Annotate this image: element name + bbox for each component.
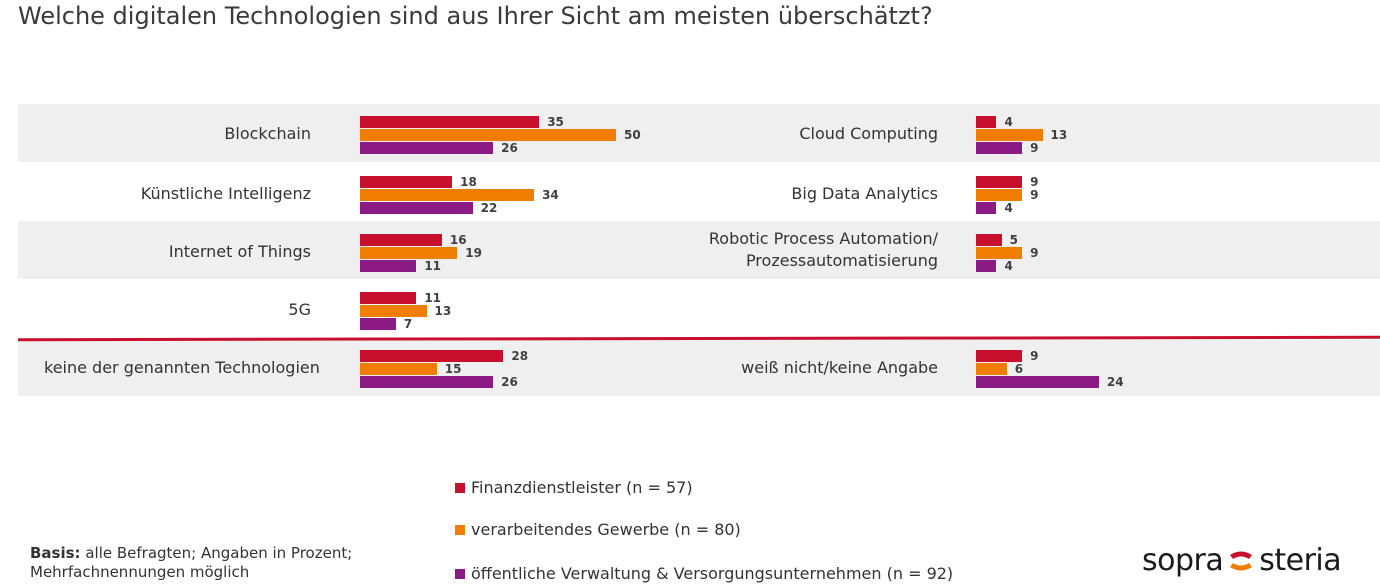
legend-item-oeffentlich: öffentliche Verwaltung & Versorgungsunte… bbox=[455, 564, 953, 583]
band-row-1 bbox=[18, 104, 1380, 162]
bar-blockchain-gewerbe bbox=[360, 129, 616, 141]
value-label-robotic-process-automation-prozessautomatisierung-gewerbe: 9 bbox=[1030, 246, 1039, 260]
bar-wei-nicht-keine-angabe-gewerbe bbox=[976, 363, 1007, 375]
value-label-cloud-computing-gewerbe: 13 bbox=[1050, 128, 1068, 142]
bar-robotic-process-automation-prozessautomatisierung-finanz bbox=[976, 234, 1002, 246]
band-row-5 bbox=[18, 340, 1380, 396]
category-label-5g: 5G bbox=[288, 300, 311, 319]
value-label-internet-of-things-oeffentlich: 11 bbox=[424, 259, 442, 273]
logo-text-left: sopra bbox=[1142, 543, 1224, 578]
value-label-blockchain-finanz: 35 bbox=[547, 115, 564, 129]
value-label-cloud-computing-oeffentlich: 9 bbox=[1030, 141, 1039, 155]
basis-note: Basis: alle Befragten; Angaben in Prozen… bbox=[30, 544, 352, 582]
bar-kunstliche-intelligenz-finanz bbox=[360, 176, 453, 188]
legend-swatch-gewerbe bbox=[455, 524, 465, 535]
category-label-cloud-computing: Cloud Computing bbox=[799, 124, 938, 143]
bar-internet-of-things-gewerbe bbox=[360, 247, 458, 259]
bar-cloud-computing-finanz bbox=[976, 116, 997, 128]
bar-kunstliche-intelligenz-oeffentlich bbox=[360, 202, 473, 214]
legend-label-gewerbe: verarbeitendes Gewerbe (n = 80) bbox=[471, 520, 741, 539]
bar-blockchain-finanz bbox=[360, 116, 540, 128]
value-label-internet-of-things-finanz: 16 bbox=[449, 233, 467, 247]
value-label-keine-der-genannten-technologien-oeffentlich: 26 bbox=[501, 375, 518, 389]
bar-wei-nicht-keine-angabe-finanz bbox=[976, 350, 1023, 362]
bar-robotic-process-automation-prozessautomatisierung-gewerbe bbox=[976, 247, 1023, 259]
value-label-big-data-analytics-gewerbe: 9 bbox=[1030, 188, 1039, 202]
value-label-big-data-analytics-finanz: 9 bbox=[1030, 175, 1039, 189]
value-label-robotic-process-automation-prozessautomatisierung-finanz: 5 bbox=[1009, 233, 1018, 247]
bar-internet-of-things-oeffentlich bbox=[360, 260, 417, 272]
bar-keine-der-genannten-technologien-oeffentlich bbox=[360, 376, 494, 388]
basis-line2: Mehrfachnennungen möglich bbox=[30, 563, 250, 581]
value-label-keine-der-genannten-technologien-gewerbe: 15 bbox=[444, 362, 462, 376]
sopra-steria-logo: sopra steria bbox=[1142, 543, 1342, 578]
chart-title: Welche digitalen Technologien sind aus I… bbox=[18, 2, 933, 30]
bar-big-data-analytics-gewerbe bbox=[976, 189, 1023, 201]
bar-5g-oeffentlich bbox=[360, 318, 396, 330]
value-label-wei-nicht-keine-angabe-finanz: 9 bbox=[1030, 349, 1039, 363]
bar-internet-of-things-finanz bbox=[360, 234, 442, 246]
value-label-wei-nicht-keine-angabe-oeffentlich: 24 bbox=[1106, 375, 1124, 389]
bar-blockchain-oeffentlich bbox=[360, 142, 494, 154]
category-label-internet-of-things: Internet of Things bbox=[168, 242, 311, 261]
bar-keine-der-genannten-technologien-finanz bbox=[360, 350, 504, 362]
value-label-kunstliche-intelligenz-oeffentlich: 22 bbox=[480, 201, 498, 215]
legend-swatch-finanz bbox=[455, 482, 465, 493]
legend-swatch-oeffentlich bbox=[455, 568, 465, 579]
legend-item-gewerbe: verarbeitendes Gewerbe (n = 80) bbox=[455, 520, 741, 539]
bar-cloud-computing-gewerbe bbox=[976, 129, 1043, 141]
category-label-robotic-process-automation-prozessautomatisierung: Robotic Process Automation/Prozessautoma… bbox=[708, 229, 938, 270]
legend-item-finanz: Finanzdienstleister (n = 57) bbox=[455, 478, 693, 497]
legend-label-finanz: Finanzdienstleister (n = 57) bbox=[471, 478, 693, 497]
category-label-blockchain: Blockchain bbox=[224, 124, 311, 143]
category-label-kunstliche-intelligenz: Künstliche Intelligenz bbox=[140, 184, 311, 203]
value-label-kunstliche-intelligenz-finanz: 18 bbox=[460, 175, 477, 189]
value-label-blockchain-oeffentlich: 26 bbox=[501, 141, 518, 155]
bar-big-data-analytics-oeffentlich bbox=[976, 202, 997, 214]
band-row-3 bbox=[18, 221, 1380, 279]
legend-label-oeffentlich: öffentliche Verwaltung & Versorgungsunte… bbox=[471, 564, 954, 583]
bar-big-data-analytics-finanz bbox=[976, 176, 1023, 188]
value-label-cloud-computing-finanz: 4 bbox=[1004, 115, 1013, 129]
value-label-5g-gewerbe: 13 bbox=[434, 304, 452, 318]
basis-text: alle Befragten; Angaben in Prozent; bbox=[80, 544, 353, 562]
category-label-keine-der-genannten-technologien: keine der genannten Technologien bbox=[44, 358, 320, 377]
value-label-internet-of-things-gewerbe: 19 bbox=[465, 246, 482, 260]
value-label-wei-nicht-keine-angabe-gewerbe: 6 bbox=[1014, 362, 1024, 376]
category-label-big-data-analytics: Big Data Analytics bbox=[791, 184, 938, 203]
bar-robotic-process-automation-prozessautomatisierung-oeffentlich bbox=[976, 260, 997, 272]
bar-wei-nicht-keine-angabe-oeffentlich bbox=[976, 376, 1099, 388]
logo-text-right: steria bbox=[1259, 543, 1342, 578]
bar-5g-gewerbe bbox=[360, 305, 427, 317]
value-label-robotic-process-automation-prozessautomatisierung-oeffentlich: 4 bbox=[1004, 259, 1013, 273]
bar-kunstliche-intelligenz-gewerbe bbox=[360, 189, 535, 201]
value-label-kunstliche-intelligenz-gewerbe: 34 bbox=[542, 188, 559, 202]
bar-cloud-computing-oeffentlich bbox=[976, 142, 1023, 154]
value-label-blockchain-gewerbe: 50 bbox=[624, 128, 641, 142]
bar-5g-finanz bbox=[360, 292, 417, 304]
logo-mark-icon bbox=[1230, 551, 1253, 570]
value-label-5g-finanz: 11 bbox=[424, 291, 442, 305]
bar-keine-der-genannten-technologien-gewerbe bbox=[360, 363, 437, 375]
value-label-keine-der-genannten-technologien-finanz: 28 bbox=[511, 349, 529, 363]
category-label-wei-nicht-keine-angabe: weiß nicht/keine Angabe bbox=[741, 358, 938, 377]
basis-bold: Basis: bbox=[30, 544, 81, 562]
value-label-big-data-analytics-oeffentlich: 4 bbox=[1004, 201, 1013, 215]
value-label-5g-oeffentlich: 7 bbox=[403, 317, 413, 331]
